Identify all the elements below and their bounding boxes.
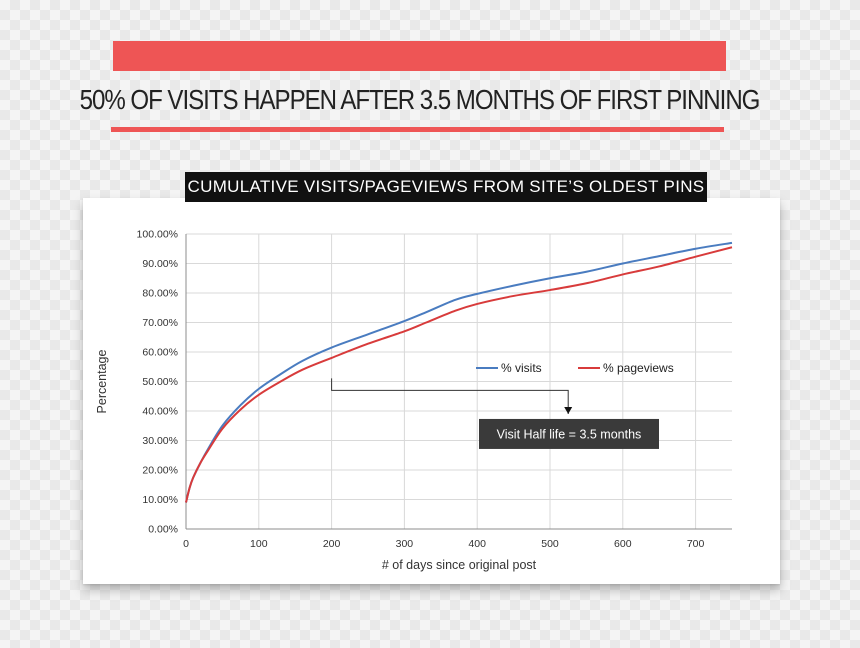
y-tick-label: 40.00% <box>142 406 178 418</box>
y-tick-label: 0.00% <box>148 524 178 536</box>
annotation-connector <box>331 378 569 414</box>
chart-annotation: Visit Half life = 3.5 months <box>331 378 659 449</box>
x-axis-title: # of days since original post <box>382 558 537 572</box>
y-tick-label: 80.00% <box>142 288 178 300</box>
x-tick-label: 400 <box>468 538 486 550</box>
y-tick-label: 10.00% <box>142 494 178 506</box>
series-line-pageviews <box>185 246 733 503</box>
annotation-box <box>479 418 659 449</box>
chart-title: CUMULATIVE VISITS/PAGEVIEWS FROM SITE’S … <box>185 172 707 202</box>
y-axis-title: Percentage <box>95 349 109 413</box>
annotation-arrowhead <box>564 406 573 414</box>
chart-legend: % visits % pageviews <box>476 361 674 375</box>
y-tick-label: 100.00% <box>137 229 178 241</box>
x-tick-label: 500 <box>541 538 559 550</box>
x-tick-label: 200 <box>323 538 341 550</box>
y-tick-label: 60.00% <box>142 347 178 359</box>
legend-label: % pageviews <box>603 361 674 375</box>
annotation-text: Visit Half life = 3.5 months <box>497 427 642 441</box>
x-tick-label: 0 <box>183 538 189 550</box>
page-headline: 50% OF VISITS HAPPEN AFTER 3.5 MONTHS OF… <box>79 84 761 115</box>
y-tick-label: 90.00% <box>142 258 178 270</box>
x-tick-label: 700 <box>687 538 705 550</box>
y-tick-label: 20.00% <box>142 465 178 477</box>
x-tick-label: 100 <box>250 538 268 550</box>
headline-bottom-rule <box>111 127 724 132</box>
y-tick-label: 70.00% <box>142 317 178 329</box>
y-tick-label: 30.00% <box>142 435 178 447</box>
y-tick-label: 50.00% <box>142 376 178 388</box>
headline-top-bar <box>113 41 726 71</box>
legend-label: % visits <box>501 361 542 375</box>
chart-card <box>83 198 780 584</box>
chart-axes: 0.00% 10.00% 20.00% 30.00% 40.00% 50.00% 60.00… <box>137 229 732 550</box>
x-tick-label: 300 <box>396 538 414 550</box>
chart-series <box>185 241 733 503</box>
x-tick-label: 600 <box>614 538 632 550</box>
